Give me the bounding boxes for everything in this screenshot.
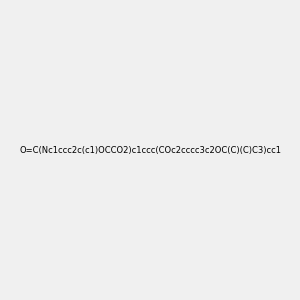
- Text: O=C(Nc1ccc2c(c1)OCCO2)c1ccc(COc2cccc3c2OC(C)(C)C3)cc1: O=C(Nc1ccc2c(c1)OCCO2)c1ccc(COc2cccc3c2O…: [19, 146, 281, 154]
